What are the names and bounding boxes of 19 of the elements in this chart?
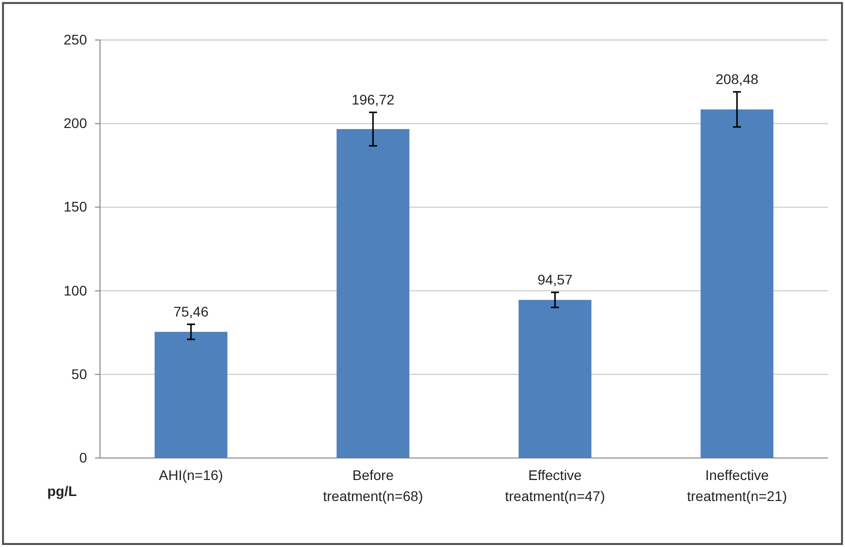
data-label: 75,46 [173,303,209,320]
data-label: 94,57 [537,271,573,288]
x-tick-label: Ineffective treatment(n=21) [687,467,787,504]
y-axis-title: pg/L [47,483,78,499]
bar [700,109,774,458]
bar [518,300,592,458]
data-label: 208,48 [716,70,759,87]
y-tick-label: 200 [64,115,88,132]
x-tick-label: AHI(n=16) [158,467,224,483]
bar [336,129,410,458]
data-label: 196,72 [352,91,395,108]
y-tick-label: 100 [64,282,88,298]
y-tick-label: 150 [64,198,88,215]
y-tick-label: 250 [64,31,88,48]
y-tick-label: 50 [71,366,88,382]
x-tick-label: Before treatment(n=68) [323,467,423,504]
y-tick-label: 0 [79,449,88,466]
bar [154,332,228,458]
x-tick-label: Effective treatment(n=47) [505,467,605,504]
